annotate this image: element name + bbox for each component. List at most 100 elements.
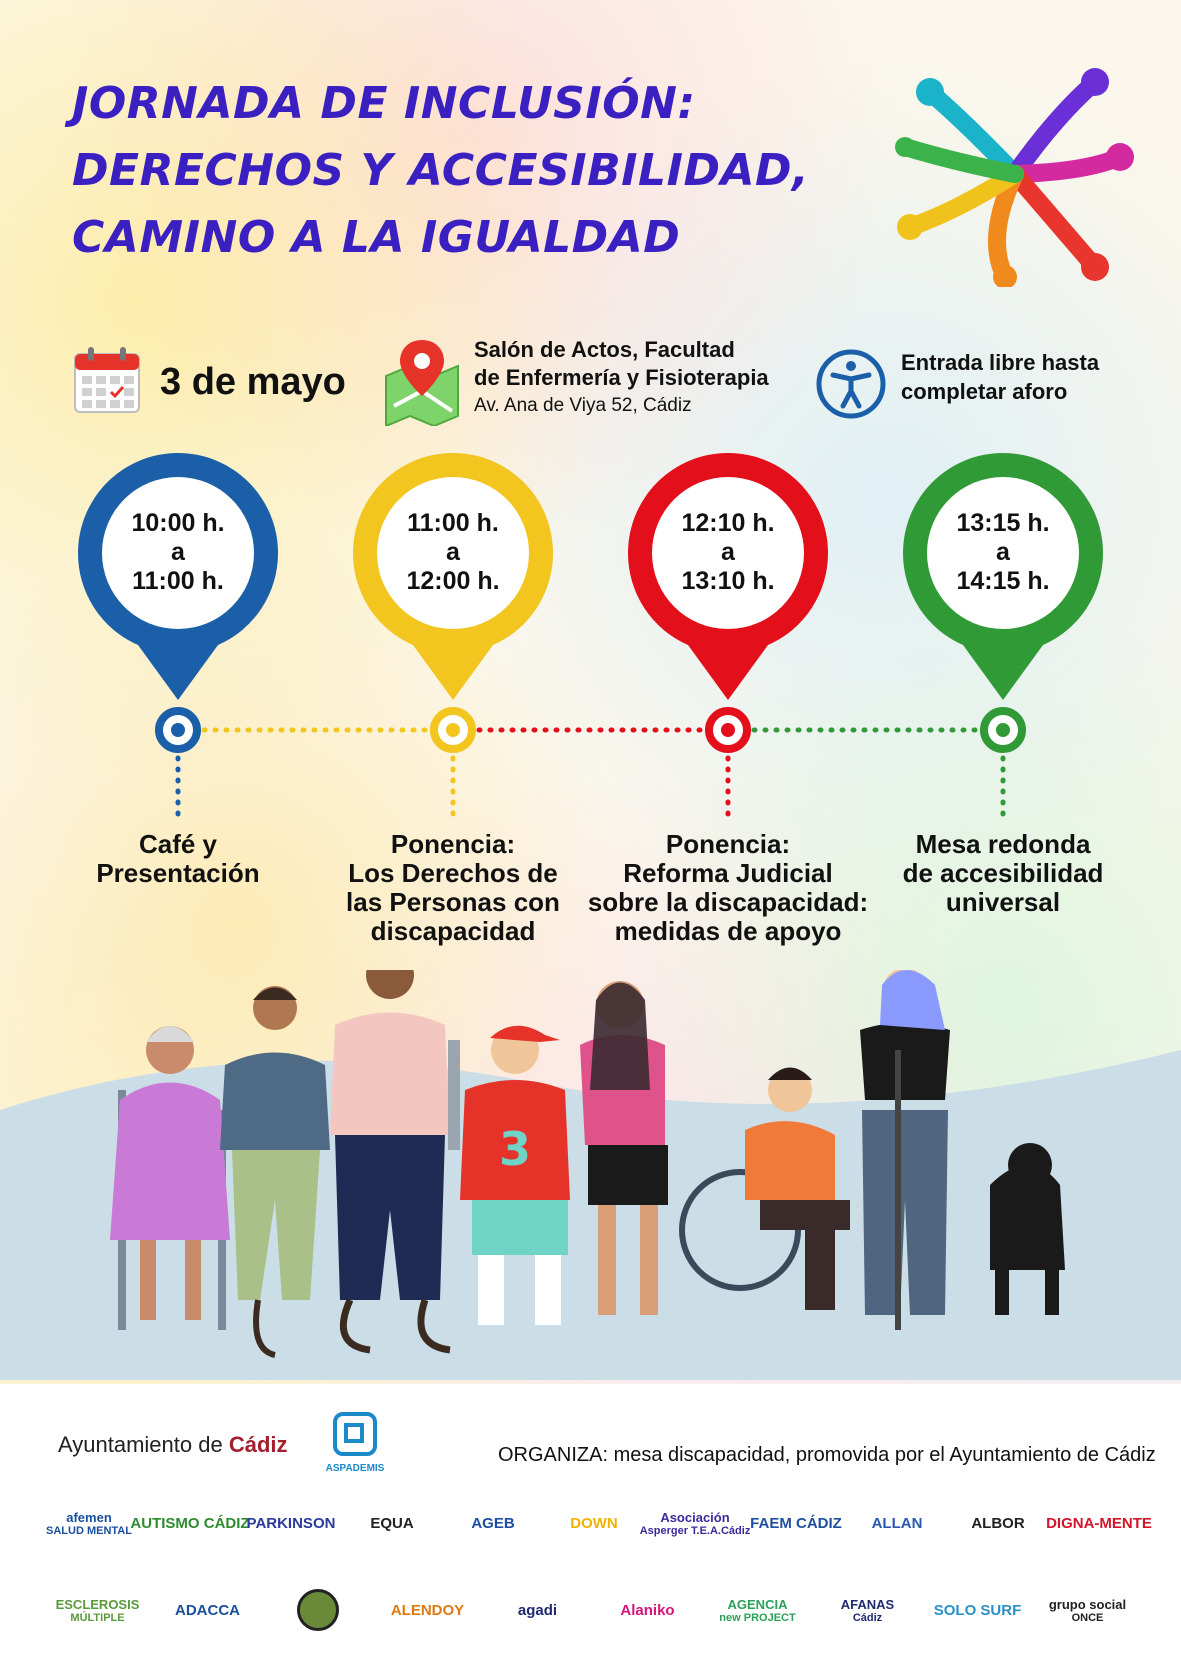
session-time: 10:00 h. a 11:00 h. [103,509,253,596]
svg-text:3: 3 [499,1122,531,1176]
session-time-line: a [721,538,735,566]
timeline-marker-dot [996,723,1010,737]
time-pin-center [927,477,1079,629]
logo-subtext: ONCE [1071,1611,1104,1624]
session-time-line: a [446,538,460,566]
title-line-2: DERECHOS Y ACCESIBILIDAD, [72,145,810,196]
aspademis-icon [333,1411,377,1456]
solo-surf-logo: SOLO SURF [925,1580,1030,1640]
access-line-1: Entrada libre hasta [901,350,1100,375]
logo-text: AGEB [471,1514,515,1532]
logo-text: AFANAS [840,1596,895,1612]
logo-subtext: MÚLTIPLE [70,1611,125,1624]
logo-subtext: SALUD MENTAL [46,1524,132,1537]
person-man-prosthetic-leg [220,986,330,1358]
session-title-line: Ponencia: [390,829,516,859]
logo-text: AGENCIA [727,1596,788,1612]
event-access: Entrada libre hasta completar aforo [815,348,1099,425]
session-time-line: 11:00 h. [132,567,224,595]
session-title-line: medidas de apoyo [614,916,842,946]
organiza-text: ORGANIZA: mesa discapacidad, promovida p… [498,1444,1156,1467]
parkinson-logo: PARKINSON [242,1488,340,1558]
unknown-seal-logo [265,1580,370,1640]
session-title: Ponencia: Los Derechos de las Personas con… [303,830,603,946]
espina-bifida-logo: AGEB [444,1488,542,1558]
logo-text: DOWN [570,1514,618,1532]
timeline-marker-dot [446,723,460,737]
date-text: 3 de mayo [160,361,346,403]
session-time-line: 13:10 h. [681,567,775,595]
agadi-logo: agadi [485,1580,590,1640]
organiza-label: ORGANIZA: [498,1444,609,1466]
time-pin-center [652,477,804,629]
session-title-line: de accesibilidad [902,858,1104,888]
logo-text: ALLAN [871,1514,923,1532]
ayuntamiento-cadiz-logo: Ayuntamiento de Cádiz [50,1418,288,1472]
seal-icon [296,1589,339,1631]
digna-mente-logo: DIGNA-MENTE [1046,1488,1152,1558]
ayuntamiento-city: Cádiz [228,1432,288,1457]
logo-text: ESCLEROSIS [55,1596,140,1612]
session-title: Ponencia: Reforma Judicial sobre la discap… [578,830,878,946]
esclerosis-multiple-logo: ESCLEROSIS MÚLTIPLE [45,1580,150,1640]
logo-text: FAEM CÁDIZ [750,1514,842,1532]
session-time-line: 13:15 h. [956,509,1050,537]
session-time: 12:10 h. a 13:10 h. [653,509,803,596]
person-woman-with-guide-dog [860,970,1065,1330]
person-man-prosthetic-arm [330,970,460,1354]
access-line-2: completar aforo [901,379,1068,404]
once-logo: grupo social ONCE [1035,1580,1140,1640]
event-date: 3 de mayo [72,345,346,420]
timeline-marker-dot [721,723,735,737]
diverse-people-illustration: 3 [0,970,1181,1380]
place-line-2: de Enfermería y Fisioterapia [474,365,769,390]
logo-text: EQUA [370,1514,414,1532]
session-time: 13:15 h. a 14:15 h. [928,509,1078,596]
alaniko-logo: Alaniko [595,1580,700,1640]
logo-text: Alaniko [620,1601,675,1619]
session-title-line: Los Derechos de [348,858,558,888]
equa-logo: EQUA [343,1488,441,1558]
session-title: Café y Presentación [28,830,328,888]
alendoy-logo: ALENDOY [375,1580,480,1640]
accessibility-icon [816,349,886,419]
agencia-new-project-logo: AGENCIA new PROJECT [705,1580,810,1640]
session-title-line: sobre la discapacidad: [587,887,869,917]
logo-text: Asociación [660,1509,730,1525]
asperger-logo: Asociación Asperger T.E.A.Cádiz [640,1488,751,1558]
session-time-line: 12:10 h. [681,509,775,537]
title-line-1: JORNADA DE INCLUSIÓN: [72,78,696,129]
session-time-line: a [996,538,1010,566]
logo-text: DIGNA-MENTE [1046,1514,1152,1532]
afanas-logo: AFANAS Cádiz [815,1580,920,1640]
session-title-line: Café y [138,829,218,859]
logo-text: agadi [517,1601,558,1619]
event-title: JORNADA DE INCLUSIÓN: DERECHOS Y ACCESIB… [72,70,932,271]
session-time-line: 11:00 h. [407,509,499,537]
logo-text: ALBOR [971,1514,1025,1532]
aspademis-label: ASPADEMIS [325,1462,385,1474]
logo-text: SOLO SURF [933,1601,1022,1619]
person-wheelchair-user [679,1067,850,1310]
calendar-icon [74,347,140,413]
organiza-body: mesa discapacidad, promovida por el Ayun… [608,1444,1156,1466]
logo-subtext: Asperger T.E.A.Cádiz [639,1524,751,1537]
time-pin-center [102,477,254,629]
timeline-marker-dot [171,723,185,737]
logo-text: grupo social [1048,1596,1127,1612]
session-title-line: las Personas con [346,887,560,917]
session-title: Mesa redonda de accesibilidad universal [853,830,1153,917]
sponsors-footer: Ayuntamiento de Cádiz ASPADEMIS ORGANIZA… [0,1384,1181,1671]
person-child-jersey-3: 3 [460,1025,570,1325]
session-time-line: 14:15 h. [956,567,1050,595]
session-time-line: 10:00 h. [131,509,225,537]
place-address: Av. Ana de Viya 52, Cádiz [474,395,692,416]
session-time-line: 12:00 h. [406,567,500,595]
adacca-logo: ADACCA [155,1580,260,1640]
logo-text: afemen [66,1509,112,1525]
place-line-1: Salón de Actos, Facultad [474,337,735,362]
session-title-line: Presentación [96,858,260,888]
logo-text: AUTISMO CÁDIZ [130,1514,250,1532]
event-location: Salón de Actos, Facultad de Enfermería y… [382,336,769,431]
